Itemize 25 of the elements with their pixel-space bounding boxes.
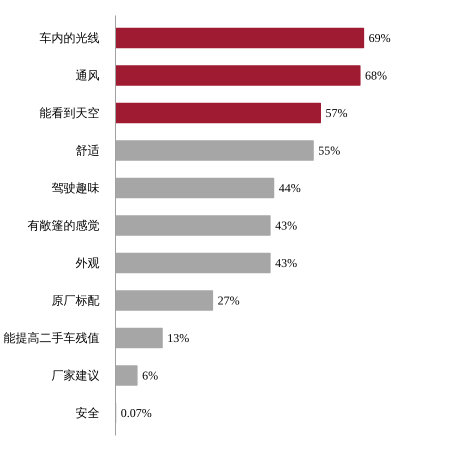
data-label: 43% bbox=[275, 256, 298, 270]
data-label: 68% bbox=[365, 68, 388, 82]
data-label: 0.07% bbox=[120, 406, 152, 420]
data-label: 44% bbox=[278, 181, 301, 195]
y-tick-label: 车内的光线 bbox=[40, 31, 100, 45]
y-tick-label: 有敞篷的感觉 bbox=[28, 218, 100, 232]
y-tick-label: 能提高二手车残值 bbox=[4, 331, 100, 345]
y-tick-label: 外观 bbox=[76, 256, 100, 270]
y-tick-label: 通风 bbox=[76, 68, 100, 82]
y-tick-label: 安全 bbox=[76, 406, 100, 420]
bar bbox=[116, 28, 364, 48]
data-label: 57% bbox=[325, 106, 348, 120]
bar bbox=[116, 102, 321, 124]
data-label: 13% bbox=[167, 331, 190, 345]
y-tick-label: 能看到天空 bbox=[40, 106, 100, 120]
bar bbox=[116, 65, 361, 86]
data-label: 69% bbox=[368, 31, 391, 45]
data-label: 55% bbox=[318, 144, 340, 158]
y-tick-label: 厂家建议 bbox=[52, 368, 100, 382]
y-tick-label: 舒适 bbox=[76, 144, 100, 158]
y-tick-label: 驾驶趣味 bbox=[52, 181, 100, 195]
data-label: 6% bbox=[142, 368, 158, 382]
y-tick-label: 原厂标配 bbox=[52, 294, 100, 308]
data-label: 27% bbox=[218, 294, 240, 308]
data-label: 43% bbox=[275, 218, 298, 232]
